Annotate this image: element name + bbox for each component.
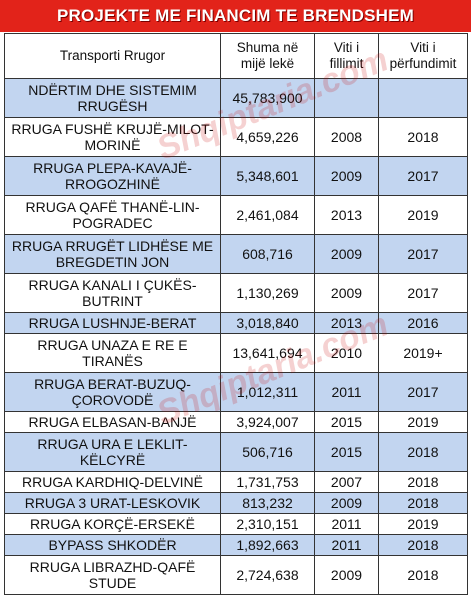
project-end-year: 2017 bbox=[378, 372, 468, 412]
project-name: RRUGA PLEPA-KAVAJË-RROGOZHINË bbox=[4, 156, 221, 196]
project-start-year bbox=[314, 78, 379, 118]
project-end-year: 2018 bbox=[378, 555, 468, 595]
project-amount: 2,461,084 bbox=[220, 195, 315, 235]
project-end-year: 2018 bbox=[378, 117, 468, 157]
project-amount: 3,924,007 bbox=[220, 411, 315, 433]
table-row: RRUGA RRUGËT LIDHËSE ME BREGDETIN JON 60… bbox=[4, 234, 468, 274]
project-name: RRUGA LIBRAZHD-QAFË STUDE bbox=[4, 555, 221, 595]
project-start-year: 2009 bbox=[314, 273, 379, 313]
title-banner: PROJEKTE ME FINANCIM TE BRENDSHEM bbox=[0, 0, 471, 32]
project-name: RRUGA ELBASAN-BANJË bbox=[4, 411, 221, 433]
header-amount: Shuma në mijë lekë bbox=[220, 33, 315, 79]
project-amount: 1,892,663 bbox=[220, 534, 315, 556]
project-end-year: 2019+ bbox=[378, 333, 468, 373]
table-row: RRUGA PLEPA-KAVAJË-RROGOZHINË 5,348,601 … bbox=[4, 156, 468, 196]
project-amount: 1,012,311 bbox=[220, 372, 315, 412]
project-start-year: 2010 bbox=[314, 333, 379, 373]
project-amount: 2,310,151 bbox=[220, 513, 315, 535]
projects-table: Transporti Rrugor Shuma në mijë lekë Vit… bbox=[4, 33, 468, 595]
project-start-year: 2009 bbox=[314, 234, 379, 274]
project-name: RRUGA URA E LEKLIT-KËLCYRË bbox=[4, 432, 221, 472]
table-row: RRUGA LIBRAZHD-QAFË STUDE 2,724,638 2009… bbox=[4, 555, 468, 595]
project-start-year: 2013 bbox=[314, 195, 379, 235]
project-end-year: 2018 bbox=[378, 534, 468, 556]
table-row: RRUGA KORÇË-ERSEKË 2,310,151 2011 2019 bbox=[4, 513, 468, 535]
project-amount: 813,232 bbox=[220, 492, 315, 514]
project-name: RRUGA 3 URAT-LESKOVIK bbox=[4, 492, 221, 514]
project-amount: 4,659,226 bbox=[220, 117, 315, 157]
project-end-year: 2016 bbox=[378, 312, 468, 334]
project-end-year: 2019 bbox=[378, 195, 468, 235]
table-row: RRUGA QAFË THANË-LIN-POGRADEC 2,461,084 … bbox=[4, 195, 468, 235]
table-row: RRUGA BERAT-BUZUQ-ÇOROVODË 1,012,311 201… bbox=[4, 372, 468, 412]
table-row: RRUGA UNAZA E RE E TIRANËS 13,641,694 20… bbox=[4, 333, 468, 373]
project-amount: 13,641,694 bbox=[220, 333, 315, 373]
project-start-year: 2009 bbox=[314, 555, 379, 595]
project-name: NDËRTIM DHE SISTEMIM RRUGËSH bbox=[4, 78, 221, 118]
project-name: RRUGA QAFË THANË-LIN-POGRADEC bbox=[4, 195, 221, 235]
project-start-year: 2013 bbox=[314, 312, 379, 334]
project-name: RRUGA BERAT-BUZUQ-ÇOROVODË bbox=[4, 372, 221, 412]
project-name: BYPASS SHKODËR bbox=[4, 534, 221, 556]
project-name: RRUGA RRUGËT LIDHËSE ME BREGDETIN JON bbox=[4, 234, 221, 274]
project-amount: 1,731,753 bbox=[220, 471, 315, 493]
table-row: BYPASS SHKODËR 1,892,663 2011 2018 bbox=[4, 534, 468, 556]
table-row: RRUGA KARDHIQ-DELVINË 1,731,753 2007 201… bbox=[4, 471, 468, 493]
table-row: RRUGA KANALI I ÇUKËS-BUTRINT 1,130,269 2… bbox=[4, 273, 468, 313]
project-end-year: 2018 bbox=[378, 471, 468, 493]
project-end-year: 2019 bbox=[378, 411, 468, 433]
table-row: RRUGA URA E LEKLIT-KËLCYRË 506,716 2015 … bbox=[4, 432, 468, 472]
project-end-year: 2017 bbox=[378, 234, 468, 274]
project-start-year: 2011 bbox=[314, 372, 379, 412]
project-start-year: 2008 bbox=[314, 117, 379, 157]
project-amount: 5,348,601 bbox=[220, 156, 315, 196]
project-name: RRUGA LUSHNJE-BERAT bbox=[4, 312, 221, 334]
project-name: RRUGA KANALI I ÇUKËS-BUTRINT bbox=[4, 273, 221, 313]
header-end-year: Viti i përfundimit bbox=[378, 33, 468, 79]
project-amount: 1,130,269 bbox=[220, 273, 315, 313]
project-amount: 45,783,900 bbox=[220, 78, 315, 118]
project-end-year: 2017 bbox=[378, 273, 468, 313]
banner-title: PROJEKTE ME FINANCIM TE BRENDSHEM bbox=[56, 6, 414, 25]
project-end-year: 2017 bbox=[378, 156, 468, 196]
project-name: RRUGA FUSHË KRUJË-MILOT-MORINË bbox=[4, 117, 221, 157]
project-name: RRUGA KARDHIQ-DELVINË bbox=[4, 471, 221, 493]
table-row: NDËRTIM DHE SISTEMIM RRUGËSH 45,783,900 bbox=[4, 78, 468, 118]
table-row: RRUGA 3 URAT-LESKOVIK 813,232 2009 2018 bbox=[4, 492, 468, 514]
project-end-year: 2018 bbox=[378, 492, 468, 514]
project-start-year: 2015 bbox=[314, 432, 379, 472]
project-start-year: 2007 bbox=[314, 471, 379, 493]
project-end-year bbox=[378, 78, 468, 118]
table-row: RRUGA ELBASAN-BANJË 3,924,007 2015 2019 bbox=[4, 411, 468, 433]
project-amount: 608,716 bbox=[220, 234, 315, 274]
project-amount: 506,716 bbox=[220, 432, 315, 472]
project-name: RRUGA KORÇË-ERSEKË bbox=[4, 513, 221, 535]
table-row: RRUGA LUSHNJE-BERAT 3,018,840 2013 2016 bbox=[4, 312, 468, 334]
table-row: RRUGA FUSHË KRUJË-MILOT-MORINË 4,659,226… bbox=[4, 117, 468, 157]
header-start-year: Viti i fillimit bbox=[314, 33, 379, 79]
project-amount: 2,724,638 bbox=[220, 555, 315, 595]
header-project: Transporti Rrugor bbox=[4, 33, 221, 79]
project-start-year: 2009 bbox=[314, 156, 379, 196]
project-start-year: 2011 bbox=[314, 513, 379, 535]
project-start-year: 2011 bbox=[314, 534, 379, 556]
table-header-row: Transporti Rrugor Shuma në mijë lekë Vit… bbox=[4, 33, 468, 79]
project-amount: 3,018,840 bbox=[220, 312, 315, 334]
project-end-year: 2018 bbox=[378, 432, 468, 472]
project-start-year: 2015 bbox=[314, 411, 379, 433]
project-end-year: 2019 bbox=[378, 513, 468, 535]
project-start-year: 2009 bbox=[314, 492, 379, 514]
project-name: RRUGA UNAZA E RE E TIRANËS bbox=[4, 333, 221, 373]
